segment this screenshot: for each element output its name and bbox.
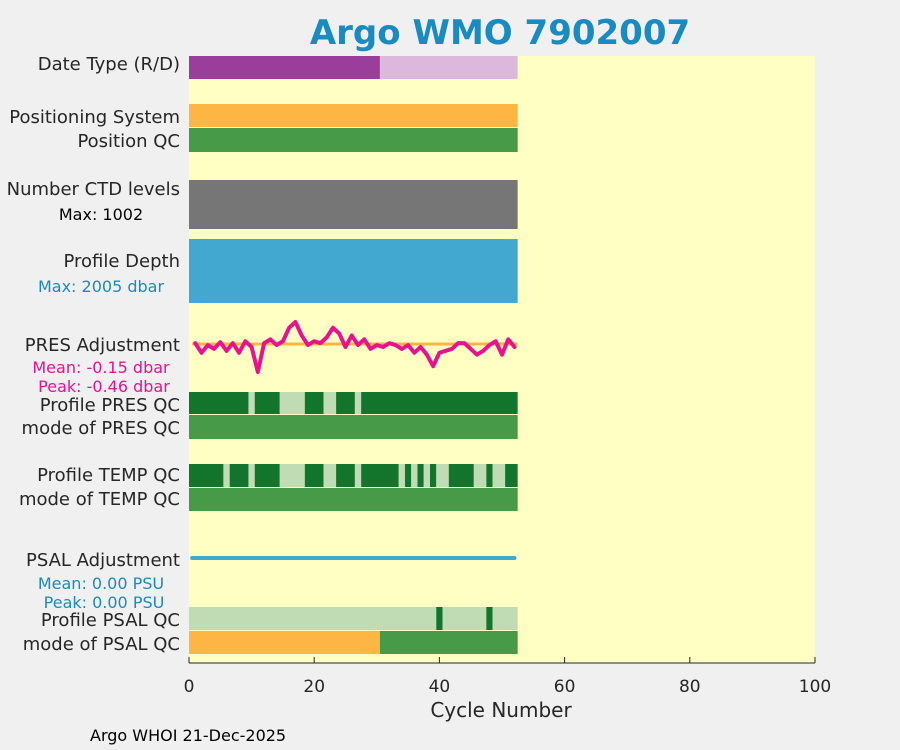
status-segment bbox=[189, 180, 518, 229]
row-label: Profile TEMP QC bbox=[37, 465, 180, 486]
status-segment bbox=[248, 392, 255, 414]
x-tick-label: 100 bbox=[799, 677, 831, 697]
row-label: Number CTD levels bbox=[7, 179, 180, 200]
status-segment bbox=[430, 464, 437, 487]
status-segment bbox=[486, 607, 493, 630]
row-label: Profile Depth bbox=[63, 251, 180, 272]
row-label: mode of PRES QC bbox=[22, 418, 180, 439]
row-label: Profile PSAL QC bbox=[41, 610, 180, 631]
status-segment bbox=[473, 464, 487, 487]
status-segment bbox=[361, 392, 518, 414]
status-segment bbox=[229, 464, 249, 487]
status-segment bbox=[323, 392, 337, 414]
row-note: Max: 1002 bbox=[59, 205, 143, 224]
footer-credit: Argo WHOI 21-Dec-2025 bbox=[90, 726, 286, 745]
status-segment bbox=[189, 128, 518, 152]
status-segment bbox=[336, 464, 355, 487]
row-label: mode of PSAL QC bbox=[23, 634, 180, 655]
status-segment bbox=[492, 607, 518, 630]
chart-title: Argo WMO 7902007 bbox=[310, 13, 690, 53]
row-note: Mean: -0.15 dbar bbox=[32, 358, 170, 377]
status-segment bbox=[189, 607, 437, 630]
status-segment bbox=[448, 464, 474, 487]
status-segment bbox=[486, 464, 493, 487]
status-segment bbox=[436, 607, 443, 630]
status-segment bbox=[189, 104, 518, 127]
status-segment bbox=[189, 488, 518, 511]
row-note-secondary: Peak: 0.00 PSU bbox=[44, 593, 165, 612]
plot-area bbox=[189, 56, 815, 663]
status-segment bbox=[361, 464, 399, 487]
x-tick-label: 60 bbox=[554, 677, 576, 697]
x-tick-label: 20 bbox=[303, 677, 325, 697]
status-segment bbox=[304, 392, 324, 414]
status-segment bbox=[248, 464, 255, 487]
status-segment bbox=[492, 464, 506, 487]
row-note-secondary: Peak: -0.46 dbar bbox=[38, 377, 170, 396]
status-segment bbox=[323, 464, 337, 487]
status-segment bbox=[354, 464, 362, 487]
status-segment bbox=[189, 464, 224, 487]
status-segment bbox=[336, 392, 355, 414]
status-segment bbox=[505, 464, 518, 487]
status-segment bbox=[354, 392, 362, 414]
status-segment bbox=[189, 239, 518, 303]
x-axis: 0 20 40 60 80 100 bbox=[184, 657, 831, 697]
status-segment bbox=[304, 464, 324, 487]
status-segment bbox=[254, 392, 280, 414]
chart-marks bbox=[189, 56, 518, 654]
status-segment bbox=[279, 392, 305, 414]
x-tick-label: 40 bbox=[429, 677, 451, 697]
status-segment bbox=[398, 464, 405, 487]
status-segment bbox=[436, 464, 449, 487]
row-note: Mean: 0.00 PSU bbox=[38, 574, 164, 593]
status-segment bbox=[411, 464, 418, 487]
status-segment bbox=[379, 56, 518, 79]
status-segment bbox=[404, 464, 412, 487]
adjustment-series-line bbox=[193, 320, 517, 374]
row-label: Position QC bbox=[77, 131, 180, 152]
status-segment bbox=[189, 56, 380, 79]
status-segment bbox=[442, 607, 487, 630]
status-segment bbox=[423, 464, 431, 487]
status-segment bbox=[189, 631, 380, 654]
row-note: Max: 2005 dbar bbox=[38, 277, 164, 296]
row-label: Profile PRES QC bbox=[40, 395, 180, 416]
status-segment bbox=[379, 631, 518, 654]
row-label: PSAL Adjustment bbox=[26, 550, 180, 571]
row-labels: Date Type (R/D) Positioning System Positio… bbox=[7, 54, 180, 655]
x-axis-label: Cycle Number bbox=[430, 698, 572, 722]
x-tick-label: 0 bbox=[184, 677, 195, 697]
status-segment bbox=[254, 464, 280, 487]
row-label: Positioning System bbox=[9, 107, 180, 128]
status-segment bbox=[189, 415, 518, 439]
status-segment bbox=[417, 464, 424, 487]
row-label: mode of TEMP QC bbox=[19, 489, 180, 510]
x-tick-label: 80 bbox=[679, 677, 701, 697]
status-segment bbox=[223, 464, 230, 487]
row-label: Date Type (R/D) bbox=[38, 54, 180, 75]
row-label: PRES Adjustment bbox=[25, 335, 180, 356]
status-segment bbox=[279, 464, 305, 487]
status-segment bbox=[189, 392, 249, 414]
